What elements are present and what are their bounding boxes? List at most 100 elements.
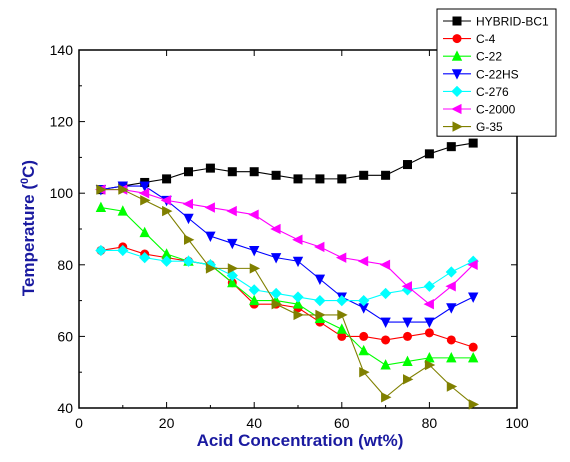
data-point-c-22hs bbox=[183, 213, 194, 225]
data-point-g-35 bbox=[96, 184, 107, 195]
data-point-c-2000 bbox=[335, 252, 347, 263]
data-point-c-22 bbox=[249, 294, 260, 306]
legend-label-c-4: C-4 bbox=[476, 32, 496, 46]
data-point-c-276 bbox=[182, 255, 195, 267]
data-point-c-22 bbox=[468, 352, 479, 363]
data-point-c-276 bbox=[379, 287, 392, 300]
data-point-hybrid-bc1 bbox=[424, 149, 434, 159]
data-point-c-22 bbox=[402, 355, 413, 366]
data-point-c-22 bbox=[380, 359, 391, 370]
series-c-2000 bbox=[95, 184, 478, 310]
data-point-c-4 bbox=[446, 335, 456, 345]
data-point-g-35 bbox=[227, 263, 239, 274]
data-point-g-35 bbox=[249, 263, 261, 274]
data-point-c-22hs bbox=[292, 256, 304, 268]
data-point-c-276 bbox=[270, 287, 282, 300]
data-point-c-4 bbox=[424, 328, 434, 338]
legend-label-c-2000: C-2000 bbox=[476, 103, 516, 117]
data-point-c-2000 bbox=[204, 202, 215, 213]
data-point-hybrid-bc1 bbox=[446, 142, 456, 152]
series-g-35 bbox=[96, 184, 480, 410]
data-point-c-22hs bbox=[380, 317, 391, 328]
series-layer bbox=[95, 138, 480, 410]
legend: HYBRID-BC1 C-4 C-22 C-22HS C-276 C-2000 G-35 bbox=[436, 8, 557, 137]
data-point-c-22hs bbox=[205, 231, 216, 243]
y-axis-title-suffix: C) bbox=[19, 160, 38, 178]
data-point-c-276 bbox=[95, 244, 107, 257]
x-tick-label: 20 bbox=[159, 415, 175, 431]
y-tick-label: 40 bbox=[57, 400, 73, 416]
data-point-hybrid-bc1 bbox=[359, 170, 369, 180]
data-point-g-35 bbox=[468, 399, 480, 410]
data-point-c-276 bbox=[423, 280, 436, 292]
data-point-c-22hs bbox=[139, 181, 150, 192]
data-point-c-22 bbox=[117, 205, 128, 216]
data-point-g-35 bbox=[381, 392, 392, 403]
legend-marker-c-22hs bbox=[451, 69, 463, 80]
data-point-hybrid-bc1 bbox=[293, 174, 303, 184]
legend-marker-c-22 bbox=[451, 50, 463, 61]
series-line-g-35 bbox=[100, 189, 474, 405]
data-point-g-35 bbox=[205, 263, 217, 274]
data-point-hybrid-bc1 bbox=[468, 138, 478, 148]
data-point-c-276 bbox=[117, 244, 129, 257]
data-point-c-22 bbox=[227, 276, 238, 288]
data-point-hybrid-bc1 bbox=[205, 163, 215, 173]
data-point-c-22hs bbox=[402, 317, 413, 328]
data-point-c-276 bbox=[160, 255, 173, 267]
data-point-c-2000 bbox=[445, 281, 456, 292]
data-point-c-2000 bbox=[467, 259, 478, 270]
legend-marker-c-2000 bbox=[451, 103, 462, 115]
data-point-c-276 bbox=[226, 269, 238, 282]
series-line-hybrid-bc1 bbox=[100, 142, 474, 191]
y-tick-label: 80 bbox=[57, 257, 73, 273]
data-point-g-35 bbox=[118, 184, 129, 195]
legend-marker-g-35 bbox=[452, 121, 463, 132]
data-point-c-22 bbox=[358, 344, 369, 356]
data-point-g-35 bbox=[337, 309, 348, 321]
legend-label-hybrid-bc1: HYBRID-BC1 bbox=[476, 15, 549, 29]
data-point-g-35 bbox=[162, 205, 173, 217]
data-point-c-22 bbox=[292, 298, 304, 309]
data-point-c-2000 bbox=[138, 188, 150, 199]
data-point-c-276 bbox=[445, 266, 457, 278]
data-point-hybrid-bc1 bbox=[249, 167, 259, 177]
data-point-c-2000 bbox=[226, 205, 237, 217]
legend-marker-hybrid-bc1 bbox=[452, 16, 462, 26]
data-point-c-2000 bbox=[401, 281, 413, 292]
data-point-g-35 bbox=[446, 381, 458, 392]
data-point-c-4 bbox=[359, 331, 369, 341]
data-point-c-276 bbox=[358, 294, 370, 307]
data-point-c-22 bbox=[336, 323, 347, 334]
data-point-hybrid-bc1 bbox=[337, 174, 347, 184]
data-point-c-276 bbox=[139, 252, 151, 264]
data-point-g-35 bbox=[271, 298, 282, 310]
data-point-c-22hs bbox=[446, 303, 457, 314]
data-point-c-4 bbox=[468, 342, 478, 352]
data-point-c-22hs bbox=[227, 238, 238, 250]
data-point-c-22 bbox=[446, 352, 457, 363]
data-point-c-276 bbox=[314, 294, 326, 307]
x-tick-label: 0 bbox=[75, 415, 83, 431]
legend-label-c-22hs: C-22HS bbox=[476, 67, 519, 81]
data-point-hybrid-bc1 bbox=[227, 167, 237, 177]
data-point-c-22hs bbox=[270, 253, 282, 264]
data-point-c-2000 bbox=[423, 298, 434, 310]
y-tick-label: 100 bbox=[50, 185, 74, 201]
data-point-c-22hs bbox=[468, 292, 479, 303]
data-point-c-2000 bbox=[160, 195, 172, 206]
series-line-c-4 bbox=[100, 246, 474, 348]
data-point-c-22hs bbox=[424, 317, 435, 328]
series-hybrid-bc1 bbox=[96, 138, 478, 195]
x-tick-label: 60 bbox=[334, 415, 350, 431]
axis-ticks: 0 20 40 60 80 100 40 60 80 100 120 140 bbox=[50, 42, 529, 431]
data-point-c-2000 bbox=[248, 209, 259, 220]
data-point-c-276 bbox=[292, 291, 304, 303]
y-tick-label: 120 bbox=[50, 114, 74, 130]
data-point-c-22hs bbox=[249, 245, 260, 257]
series-c-22 bbox=[95, 201, 479, 370]
data-point-hybrid-bc1 bbox=[162, 174, 172, 184]
data-point-c-22 bbox=[95, 201, 107, 213]
y-tick-label: 140 bbox=[50, 42, 74, 58]
